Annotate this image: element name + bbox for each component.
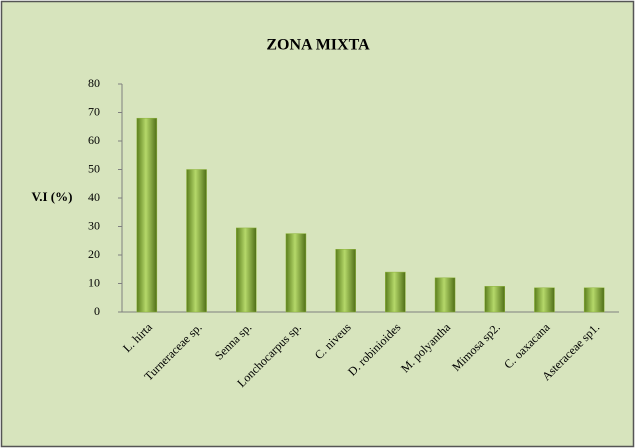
y-tick-label: 60: [88, 133, 100, 147]
bar: [385, 271, 406, 313]
y-tick-label: 50: [88, 161, 100, 175]
bar: [484, 286, 505, 313]
bar: [285, 233, 307, 313]
bar: [186, 169, 207, 313]
y-tick-label: 0: [94, 304, 100, 318]
y-tick-label: 30: [88, 218, 100, 232]
y-tick-label: 80: [88, 76, 100, 90]
chart-title: ZONA MIXTA: [266, 37, 370, 54]
bar: [434, 277, 456, 313]
bar: [236, 227, 257, 313]
y-tick-label: 10: [88, 275, 100, 289]
y-tick-label: 70: [88, 104, 100, 118]
bar: [335, 249, 356, 313]
y-tick-label: 40: [88, 190, 100, 204]
y-tick-label: 20: [88, 247, 100, 261]
bar: [534, 287, 555, 313]
bar: [583, 287, 605, 313]
y-axis-label: V.I (%): [32, 189, 73, 204]
bar: [136, 117, 158, 313]
